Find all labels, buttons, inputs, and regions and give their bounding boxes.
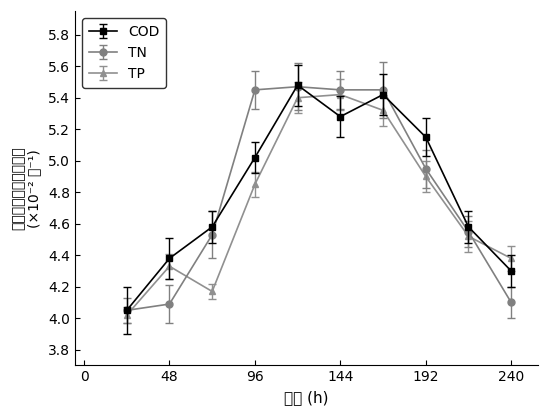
Y-axis label: 污染物去除率经济效益
(×10⁻² 元⁻¹): 污染物去除率经济效益 (×10⁻² 元⁻¹) — [11, 146, 41, 230]
Legend: COD, TN, TP: COD, TN, TP — [82, 18, 166, 88]
X-axis label: 时间 (h): 时间 (h) — [284, 390, 329, 405]
